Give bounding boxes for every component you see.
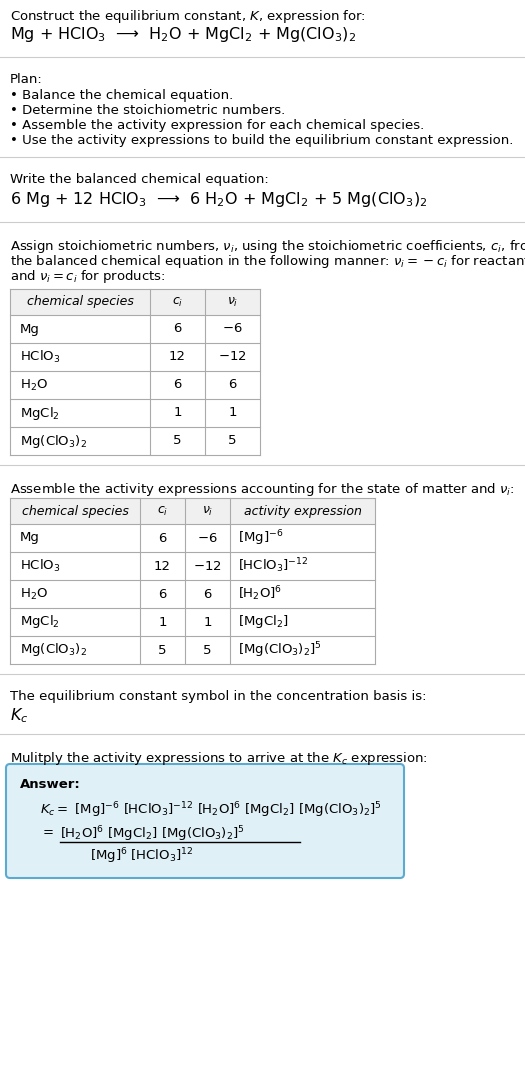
Text: $c_i$: $c_i$ [172, 295, 183, 308]
Text: $c_i$: $c_i$ [157, 505, 168, 518]
Text: Assemble the activity expressions accounting for the state of matter and $\nu_i$: Assemble the activity expressions accoun… [10, 481, 514, 498]
Text: Mg(ClO$_3$)$_2$: Mg(ClO$_3$)$_2$ [20, 432, 87, 450]
Text: 12: 12 [169, 351, 186, 364]
Text: H$_2$O: H$_2$O [20, 586, 48, 602]
Text: Write the balanced chemical equation:: Write the balanced chemical equation: [10, 173, 269, 186]
Text: Plan:: Plan: [10, 73, 43, 86]
Text: • Balance the chemical equation.: • Balance the chemical equation. [10, 89, 233, 102]
Text: 1: 1 [228, 406, 237, 419]
Text: HClO$_3$: HClO$_3$ [20, 558, 60, 574]
Text: 5: 5 [158, 644, 167, 657]
Text: the balanced chemical equation in the following manner: $\nu_i = -c_i$ for react: the balanced chemical equation in the fo… [10, 253, 525, 270]
Text: • Determine the stoichiometric numbers.: • Determine the stoichiometric numbers. [10, 104, 285, 117]
Text: [MgCl$_2$]: [MgCl$_2$] [238, 614, 288, 631]
Text: $\nu_i$: $\nu_i$ [227, 295, 238, 308]
Text: $\nu_i$: $\nu_i$ [202, 505, 213, 518]
Text: 12: 12 [154, 559, 171, 572]
Text: Answer:: Answer: [20, 778, 81, 791]
Text: chemical species: chemical species [22, 505, 129, 518]
Text: Construct the equilibrium constant, $K$, expression for:: Construct the equilibrium constant, $K$,… [10, 8, 366, 25]
Text: 1: 1 [173, 406, 182, 419]
Text: [H$_2$O]$^6$: [H$_2$O]$^6$ [238, 584, 282, 604]
Text: Mg + HClO$_3$  ⟶  H$_2$O + MgCl$_2$ + Mg(ClO$_3$)$_2$: Mg + HClO$_3$ ⟶ H$_2$O + MgCl$_2$ + Mg(C… [10, 25, 356, 45]
Text: $-6$: $-6$ [222, 323, 243, 336]
Text: [Mg(ClO$_3$)$_2$]$^5$: [Mg(ClO$_3$)$_2$]$^5$ [238, 641, 322, 660]
Text: • Use the activity expressions to build the equilibrium constant expression.: • Use the activity expressions to build … [10, 134, 513, 147]
Text: [Mg]$^{-6}$: [Mg]$^{-6}$ [238, 528, 284, 547]
Text: [HClO$_3$]$^{-12}$: [HClO$_3$]$^{-12}$ [238, 557, 308, 576]
Text: Mulitply the activity expressions to arrive at the $K_c$ expression:: Mulitply the activity expressions to arr… [10, 750, 428, 767]
Text: • Assemble the activity expression for each chemical species.: • Assemble the activity expression for e… [10, 119, 424, 132]
Text: Mg(ClO$_3$)$_2$: Mg(ClO$_3$)$_2$ [20, 642, 87, 658]
Text: activity expression: activity expression [244, 505, 361, 518]
Text: 6: 6 [173, 323, 182, 336]
Text: $=$: $=$ [40, 824, 54, 837]
Text: $K_c$: $K_c$ [10, 706, 28, 724]
Text: [Mg]$^6$ [HClO$_3$]$^{12}$: [Mg]$^6$ [HClO$_3$]$^{12}$ [90, 846, 193, 866]
Text: The equilibrium constant symbol in the concentration basis is:: The equilibrium constant symbol in the c… [10, 690, 426, 703]
Text: 1: 1 [158, 616, 167, 629]
Text: [H$_2$O]$^6$ [MgCl$_2$] [Mg(ClO$_3$)$_2$]$^5$: [H$_2$O]$^6$ [MgCl$_2$] [Mg(ClO$_3$)$_2$… [60, 824, 245, 844]
Bar [10, 498, 375, 525]
Text: $K_c = $ [Mg]$^{-6}$ [HClO$_3$]$^{-12}$ [H$_2$O]$^6$ [MgCl$_2$] [Mg(ClO$_3$)$_2$: $K_c = $ [Mg]$^{-6}$ [HClO$_3$]$^{-12}$ … [40, 800, 382, 820]
Text: HClO$_3$: HClO$_3$ [20, 349, 60, 365]
Text: 6: 6 [173, 379, 182, 391]
Text: 6 Mg + 12 HClO$_3$  ⟶  6 H$_2$O + MgCl$_2$ + 5 Mg(ClO$_3$)$_2$: 6 Mg + 12 HClO$_3$ ⟶ 6 H$_2$O + MgCl$_2$… [10, 190, 427, 209]
Text: 5: 5 [173, 434, 182, 447]
Text: Assign stoichiometric numbers, $\nu_i$, using the stoichiometric coefficients, $: Assign stoichiometric numbers, $\nu_i$, … [10, 238, 525, 255]
Text: MgCl$_2$: MgCl$_2$ [20, 614, 60, 631]
Text: 1: 1 [203, 616, 212, 629]
Bar [10, 289, 260, 315]
Text: $-12$: $-12$ [218, 351, 247, 364]
Text: $-6$: $-6$ [197, 531, 218, 544]
Text: 6: 6 [159, 588, 167, 601]
Text: 6: 6 [203, 588, 212, 601]
Text: 6: 6 [159, 531, 167, 544]
Text: Mg: Mg [20, 531, 40, 544]
Text: H$_2$O: H$_2$O [20, 378, 48, 392]
Text: MgCl$_2$: MgCl$_2$ [20, 404, 60, 421]
Text: chemical species: chemical species [27, 295, 133, 308]
Text: Mg: Mg [20, 323, 40, 336]
FancyBboxPatch shape [6, 763, 404, 877]
Text: 6: 6 [228, 379, 237, 391]
Text: 5: 5 [228, 434, 237, 447]
Text: $-12$: $-12$ [193, 559, 222, 572]
Text: 5: 5 [203, 644, 212, 657]
Text: and $\nu_i = c_i$ for products:: and $\nu_i = c_i$ for products: [10, 268, 165, 285]
